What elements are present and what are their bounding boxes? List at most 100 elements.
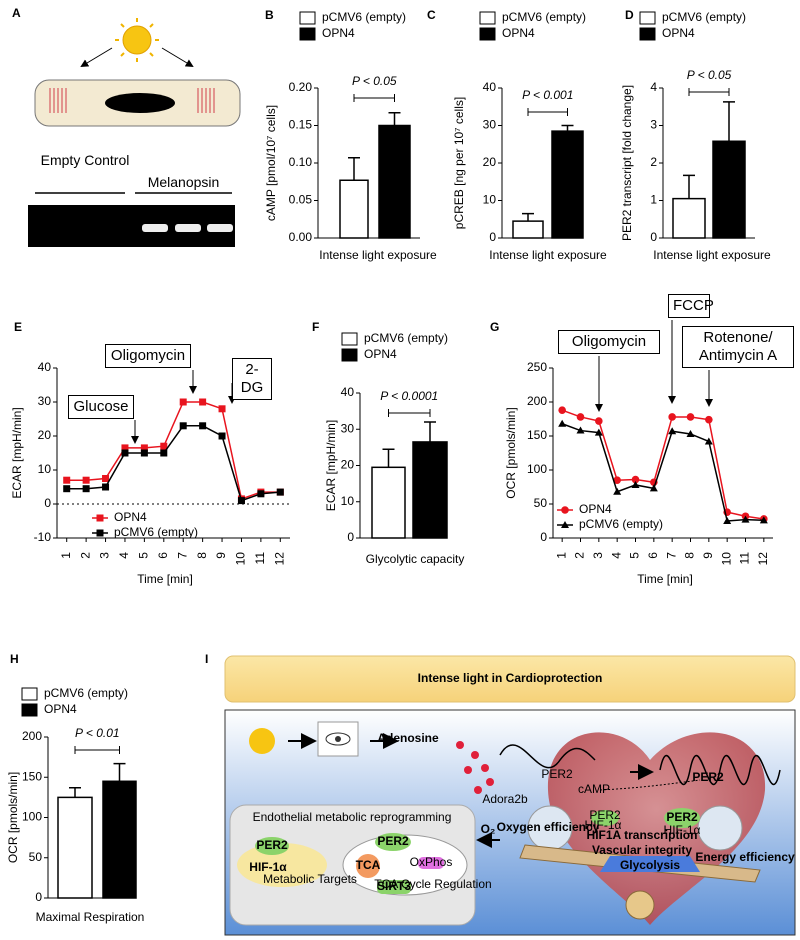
legend-label: pCMV6 (empty) bbox=[44, 686, 128, 700]
x-tick-label: 5 bbox=[137, 552, 151, 559]
bar bbox=[339, 179, 369, 239]
x-axis-label: Glycolytic capacity bbox=[366, 552, 465, 566]
x-tick-label: 9 bbox=[214, 552, 228, 559]
annotation-box: Oligomycin bbox=[558, 330, 660, 354]
bar bbox=[551, 130, 584, 239]
bar bbox=[57, 796, 93, 899]
x-tick-label: 5 bbox=[628, 552, 642, 559]
marker bbox=[140, 444, 148, 452]
marker bbox=[595, 417, 603, 425]
legend-label: pCMV6 (empty) bbox=[364, 331, 448, 345]
marker bbox=[558, 406, 566, 414]
y-tick-label: 10 bbox=[483, 193, 497, 207]
marker bbox=[631, 475, 640, 484]
x-tick-label: 4 bbox=[609, 552, 623, 559]
legend-label: pCMV6 (empty) bbox=[114, 525, 198, 539]
x-axis-label: Intense light exposure bbox=[653, 248, 771, 262]
diagram-label: Endothelial metabolic reprogramming bbox=[253, 810, 452, 824]
y-tick-label: 20 bbox=[341, 458, 355, 472]
x-tick-label: 8 bbox=[195, 552, 209, 559]
marker bbox=[82, 485, 90, 493]
panel-label: H bbox=[10, 652, 19, 666]
diagram-label: SIRT3 bbox=[377, 879, 411, 893]
y-tick-label: 50 bbox=[29, 850, 43, 864]
diagram-label: Energy efficiency bbox=[695, 850, 795, 864]
y-tick-label: 30 bbox=[38, 394, 52, 408]
x-tick-label: 11 bbox=[738, 552, 752, 565]
panel-label: I bbox=[205, 652, 208, 666]
x-tick-label: 7 bbox=[175, 552, 189, 559]
y-tick-label: 20 bbox=[483, 155, 497, 169]
panel-label: F bbox=[312, 320, 319, 334]
legend-label: OPN4 bbox=[502, 26, 535, 40]
marker bbox=[218, 405, 226, 413]
y-tick-label: 20 bbox=[38, 428, 52, 442]
significance-label: P < 0.05 bbox=[687, 68, 732, 82]
legend-label: pCMV6 (empty) bbox=[662, 10, 746, 24]
diagram-label: Adenosine bbox=[377, 731, 439, 745]
data-line bbox=[66, 425, 281, 502]
annotation-box: FCCP bbox=[668, 294, 714, 318]
x-tick-label: 12 bbox=[756, 552, 770, 566]
panel-label: E bbox=[14, 320, 22, 334]
significance-bracket bbox=[688, 88, 730, 96]
y-tick-label: 1 bbox=[650, 193, 657, 207]
y-axis-label: ECAR [mpH/min] bbox=[324, 420, 338, 511]
legend-swatch bbox=[479, 27, 496, 41]
panel-label: A bbox=[12, 6, 21, 20]
diagram-label: Glycolysis bbox=[620, 858, 680, 872]
legend-label: pCMV6 (empty) bbox=[502, 10, 586, 24]
legend-label: pCMV6 (empty) bbox=[322, 10, 406, 24]
x-tick-label: 9 bbox=[701, 552, 715, 559]
marker bbox=[576, 426, 585, 434]
y-tick-label: 40 bbox=[483, 80, 497, 94]
marker bbox=[686, 429, 695, 437]
marker bbox=[576, 413, 585, 421]
bar bbox=[712, 140, 746, 239]
marker bbox=[63, 476, 71, 484]
x-tick-label: 2 bbox=[573, 552, 587, 559]
legend-swatch bbox=[21, 687, 38, 701]
diagram-label: Vascular integrity bbox=[592, 843, 692, 857]
marker bbox=[179, 422, 187, 430]
annotation-box: Oligomycin bbox=[105, 344, 191, 368]
marker bbox=[686, 413, 695, 421]
legend-swatch bbox=[341, 348, 358, 362]
marker bbox=[594, 428, 603, 436]
marker bbox=[649, 484, 658, 492]
bar bbox=[378, 124, 411, 239]
y-tick-label: 150 bbox=[22, 769, 42, 783]
y-tick-label: 0 bbox=[35, 890, 42, 904]
legend-marker bbox=[561, 521, 569, 528]
panel-a-drawing bbox=[28, 18, 241, 247]
bar bbox=[102, 780, 137, 899]
x-tick-label: 4 bbox=[117, 552, 131, 559]
y-tick-label: 4 bbox=[650, 80, 657, 94]
y-tick-label: 0 bbox=[44, 496, 51, 510]
marker bbox=[102, 483, 110, 491]
legend-label: OPN4 bbox=[114, 510, 147, 524]
significance-label: P < 0.01 bbox=[75, 726, 120, 740]
y-tick-label: 40 bbox=[38, 360, 52, 374]
x-tick-label: 1 bbox=[59, 552, 73, 559]
marker bbox=[558, 419, 567, 427]
legend-swatch bbox=[639, 11, 656, 25]
diagram-label: PER2 bbox=[256, 838, 288, 852]
panel-label: D bbox=[625, 8, 634, 22]
y-tick-label: 40 bbox=[341, 385, 355, 399]
marker bbox=[668, 427, 677, 435]
bar bbox=[412, 441, 448, 539]
error-bar bbox=[382, 448, 395, 468]
error-bar bbox=[683, 174, 695, 199]
diagram-label: PER2 bbox=[666, 810, 698, 824]
error-bar bbox=[388, 112, 401, 126]
marker bbox=[613, 487, 622, 495]
significance-label: P < 0.0001 bbox=[380, 389, 438, 403]
legend-label: OPN4 bbox=[364, 347, 397, 361]
legend-marker bbox=[561, 506, 569, 514]
diagram-label: OxPhos bbox=[410, 855, 453, 869]
marker bbox=[631, 480, 640, 488]
legend-swatch bbox=[341, 332, 358, 346]
marker bbox=[723, 517, 732, 524]
